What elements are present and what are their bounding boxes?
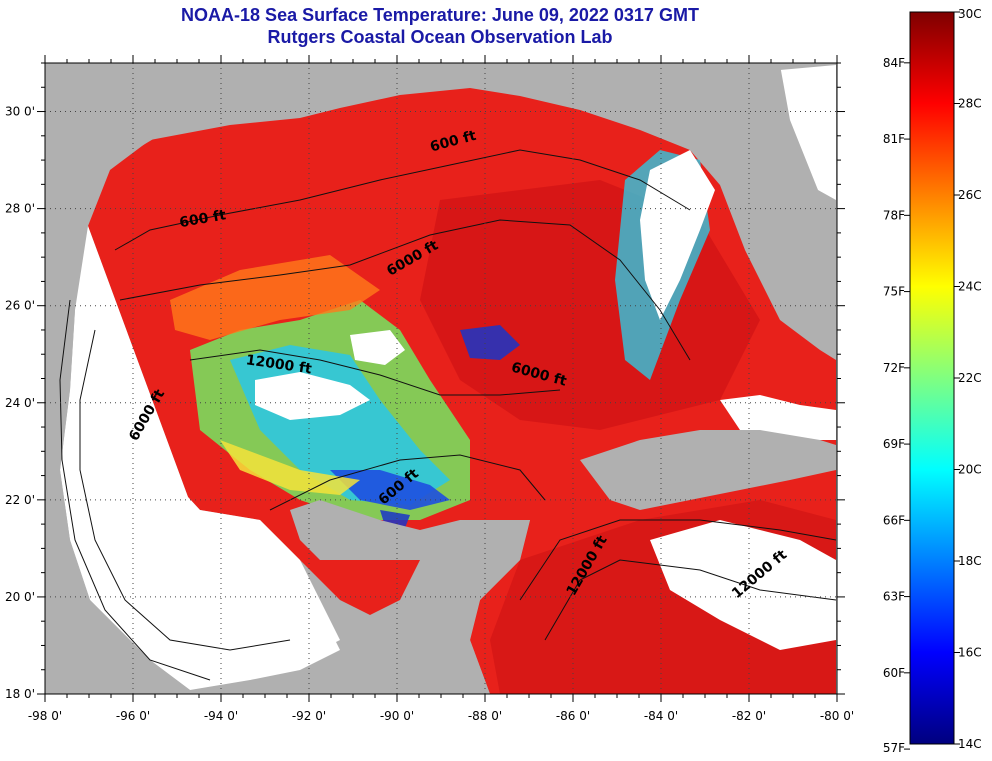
fahrenheit-label: 81F	[883, 132, 905, 146]
contour-6000ft-caribbean	[519, 519, 837, 601]
map-title: NOAA-18 Sea Surface Temperature: June 09…	[0, 4, 880, 48]
cloud-caribbean	[650, 520, 836, 650]
colorbar-fahrenheit-labels: 84F 81F 78F 75F 72F 69F 66F 63F 60F 57F	[883, 56, 910, 755]
latitude-labels: 30 0' 28 0' 26 0' 24 0' 22 0' 20 0' 18 0'	[5, 105, 35, 701]
lat-tick-label: 28 0'	[5, 202, 35, 216]
land-florida	[700, 65, 836, 345]
lon-tick-label: -88 0'	[468, 709, 502, 723]
cloud-east	[780, 65, 836, 200]
celsius-label: 26C	[958, 188, 982, 202]
celsius-label: 18C	[958, 554, 982, 568]
cloud-yucatan	[195, 520, 340, 680]
celsius-label: 24C	[958, 280, 982, 294]
celsius-label: 16C	[958, 646, 982, 660]
cloud-central	[255, 372, 370, 420]
lat-tick-label: 24 0'	[5, 396, 35, 410]
fahrenheit-label: 60F	[883, 666, 905, 680]
land-mexico-west	[45, 260, 220, 694]
celsius-label: 30C	[958, 7, 982, 21]
celsius-label: 14C	[958, 737, 982, 751]
colorbar-fill	[909, 11, 955, 745]
bathymetry-contours	[59, 149, 837, 681]
lon-tick-label: -92 0'	[292, 709, 326, 723]
lat-tick-label: 20 0'	[5, 590, 35, 604]
sst-blue-patch-2	[460, 325, 520, 360]
lat-tick-label: 26 0'	[5, 299, 35, 313]
celsius-label: 28C	[958, 97, 982, 111]
contour-600ft-north	[114, 149, 691, 251]
contour-6000ft-north	[119, 219, 691, 361]
contour-600ft-west	[59, 299, 211, 681]
lon-tick-label: -98 0'	[28, 709, 62, 723]
fahrenheit-label: 84F	[883, 56, 905, 70]
contour-600ft-yucatan	[269, 454, 546, 511]
sst-yellow-band	[220, 440, 360, 495]
colorbar-celsius-labels: 30C 28C 26C 24C 22C 20C 18C 16C 14C	[954, 7, 982, 751]
lat-tick-label: 18 0'	[5, 687, 35, 701]
fahrenheit-label: 78F	[883, 208, 905, 222]
colorbar: 30C 28C 26C 24C 22C 20C 18C 16C 14C 84F 81F 78F 75F…	[883, 7, 982, 755]
axis-ticks	[37, 55, 845, 702]
land-gulf-coast	[45, 63, 700, 280]
lon-tick-label: -94 0'	[204, 709, 238, 723]
lon-tick-label: -84 0'	[644, 709, 678, 723]
lat-tick-label: 30 0'	[5, 105, 35, 119]
sst-orange-band	[170, 255, 380, 340]
contour-12000ft-caribbean	[544, 559, 837, 641]
title-line-1: NOAA-18 Sea Surface Temperature: June 09…	[181, 5, 699, 25]
lon-tick-label: -82 0'	[732, 709, 766, 723]
cloud-loop	[350, 330, 405, 365]
celsius-label: 22C	[958, 371, 982, 385]
fahrenheit-label: 75F	[883, 285, 905, 299]
lon-tick-label: -96 0'	[116, 709, 150, 723]
land-cuba	[580, 430, 836, 510]
lon-tick-label: -90 0'	[380, 709, 414, 723]
longitude-labels: -98 0' -96 0' -94 0' -92 0' -90 0' -88 0' -86 …	[28, 709, 854, 723]
celsius-label: 20C	[958, 463, 982, 477]
fahrenheit-label: 72F	[883, 361, 905, 375]
fahrenheit-label: 66F	[883, 513, 905, 527]
lon-tick-label: -86 0'	[556, 709, 590, 723]
lon-tick-label: -80 0'	[820, 709, 854, 723]
lat-tick-label: 22 0'	[5, 493, 35, 507]
cloud-florida	[640, 150, 715, 320]
contour-6000ft-west	[79, 329, 291, 651]
fahrenheit-label: 63F	[883, 590, 905, 604]
contour-12000ft	[189, 349, 561, 396]
graticule	[45, 63, 837, 694]
title-line-2: Rutgers Coastal Ocean Observation Lab	[267, 27, 613, 47]
fahrenheit-label: 57F	[883, 741, 905, 755]
fahrenheit-label: 69F	[883, 437, 905, 451]
